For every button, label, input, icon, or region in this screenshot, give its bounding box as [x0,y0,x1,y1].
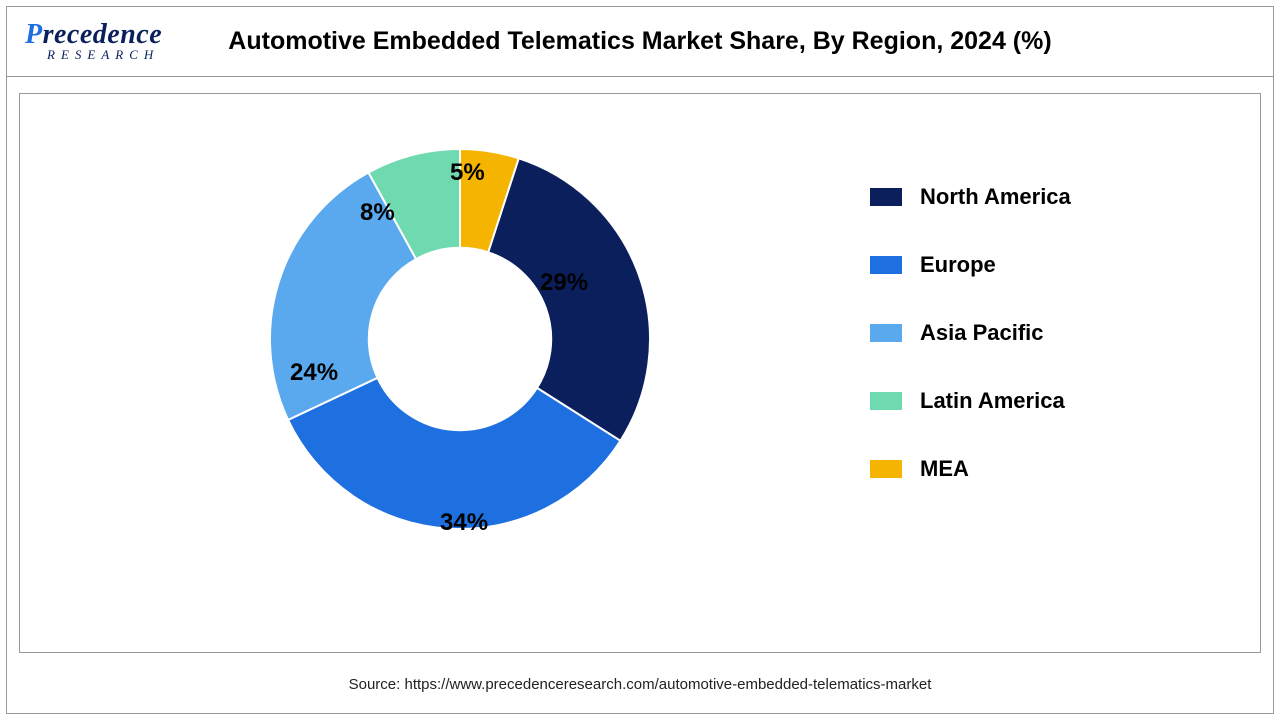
legend-item-latin-america: Latin America [870,388,1170,414]
source-line: Source: https://www.precedenceresearch.c… [7,676,1273,693]
logo-main-text: recedence [43,19,163,50]
donut-slice-north-america [488,158,650,441]
legend-swatch [870,324,902,342]
legend-swatch [870,188,902,206]
legend-swatch [870,392,902,410]
logo-p-letter: P [25,19,43,50]
legend-item-europe: Europe [870,252,1170,278]
slice-label-mea: 5% [450,159,485,187]
legend-text: Asia Pacific [920,320,1044,346]
legend-text: Latin America [920,388,1065,414]
header-bar: Precedence RESEARCH Automotive Embedded … [7,7,1273,77]
legend-text: MEA [920,456,969,482]
donut-slices [270,149,650,529]
brand-logo: Precedence RESEARCH [25,19,162,63]
logo-bottom-line: RESEARCH [47,47,162,63]
legend-item-mea: MEA [870,456,1170,482]
chart-frame: Precedence RESEARCH Automotive Embedded … [6,6,1274,714]
chart-body: 29% 34% 24% 8% 5% North America Europe Asia Pa… [19,93,1261,653]
slice-label-europe: 34% [440,509,488,537]
slice-label-asia-pacific: 24% [290,359,338,387]
slice-label-north-america: 29% [540,269,588,297]
chart-legend: North America Europe Asia Pacific Latin Ame… [870,184,1170,524]
legend-item-asia-pacific: Asia Pacific [870,320,1170,346]
legend-item-north-america: North America [870,184,1170,210]
chart-title: Automotive Embedded Telematics Market Sh… [7,27,1273,56]
legend-text: North America [920,184,1071,210]
legend-swatch [870,460,902,478]
slice-label-latin-america: 8% [360,199,395,227]
legend-text: Europe [920,252,996,278]
donut-svg [250,129,670,549]
donut-chart: 29% 34% 24% 8% 5% [250,129,670,549]
legend-swatch [870,256,902,274]
